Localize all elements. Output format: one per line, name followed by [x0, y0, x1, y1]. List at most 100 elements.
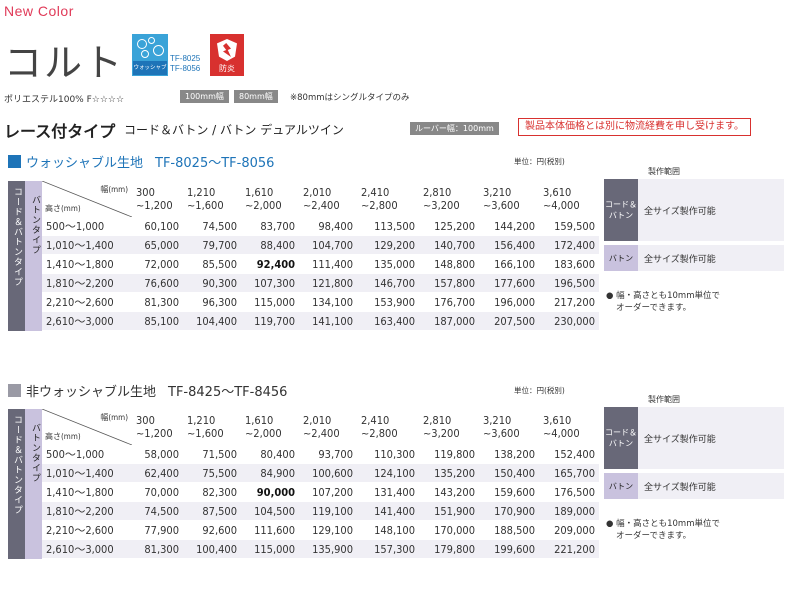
width-range-header: 2,810 ~3,200	[423, 414, 460, 440]
unit-label: 単位：円(税別)	[514, 157, 565, 166]
price-cell: 84,900	[241, 463, 299, 483]
price-cell: 111,600	[241, 520, 299, 540]
price-cell: 70,000	[132, 482, 183, 502]
height-range-label: 1,010～1,400	[42, 463, 132, 483]
price-cell: 159,500	[539, 217, 599, 236]
price-cell: 144,200	[479, 217, 539, 236]
washable-icon: ウォッシャブル	[132, 34, 168, 76]
table-row: 500～1,000 60,100 74,500 83,700 98,400 113,500…	[8, 217, 599, 236]
header-corner: 幅(mm) 高さ(mm)	[42, 181, 132, 217]
washable-badge-label: ウォッシャブル	[133, 61, 167, 75]
price-cell: 152,400	[539, 445, 599, 464]
price-cell: 74,500	[183, 217, 241, 236]
price-cell: 100,400	[183, 539, 241, 559]
price-cell: 187,000	[419, 311, 479, 331]
washable-codes: TF-8025 TF-8056	[170, 54, 200, 74]
price-cell: 71,500	[183, 445, 241, 464]
price-cell: 115,000	[241, 539, 299, 559]
price-cell: 172,400	[539, 235, 599, 255]
width-range-header: 3,210 ~3,600	[483, 186, 520, 212]
price-cell: 176,700	[419, 292, 479, 312]
section-code: TF-8025〜TF-8056	[155, 156, 275, 171]
product-name: コルト	[4, 41, 125, 85]
price-cell: 159,600	[479, 482, 539, 502]
price-cell: 74,500	[132, 501, 183, 521]
price-cell: 107,300	[241, 273, 299, 293]
price-cell: 104,500	[241, 501, 299, 521]
table-row: 1,410～1,800 72,000 85,500 92,400 111,400 135,…	[8, 254, 599, 274]
price-cell: 100,600	[299, 463, 357, 483]
range-label-cord-baton: コード＆バトン	[604, 179, 638, 241]
height-range-label: 1,410～1,800	[42, 482, 132, 502]
table-row: 1,810～2,200 76,600 90,300 107,300 121,800 146…	[8, 273, 599, 293]
price-cell: 157,800	[419, 273, 479, 293]
price-cell: 207,500	[479, 311, 539, 331]
price-table-nonwashable: コード＆バトンタイプ バトンタイプ 幅(mm) 高さ(mm) 300 ~1,200 1,…	[8, 409, 599, 559]
price-cell: 150,400	[479, 463, 539, 483]
side-label-baton: バトンタイプ	[30, 195, 40, 255]
price-cell: 134,100	[299, 292, 357, 312]
price-cell: 135,900	[299, 539, 357, 559]
footnote-line-1: ● 幅・高さとも10mm単位で	[606, 291, 720, 301]
wash-code-2: TF-8056	[170, 64, 201, 73]
section-code: TF-8425〜TF-8456	[168, 385, 288, 400]
price-cell: 156,400	[479, 235, 539, 255]
price-cell: 119,800	[419, 445, 479, 464]
width-range-header: 3,210 ~3,600	[483, 414, 520, 440]
table-row: 1,810～2,200 74,500 87,500 104,500 119,100 141…	[8, 501, 599, 521]
side-band-dark	[8, 181, 25, 331]
price-cell: 111,400	[299, 254, 357, 274]
price-cell: 135,200	[419, 463, 479, 483]
footnote-line-2: オーダーできます。	[616, 303, 692, 313]
price-cell: 230,000	[539, 311, 599, 331]
range-title: 製作範囲	[648, 167, 680, 176]
price-cell: 177,600	[479, 273, 539, 293]
type-subtitle: コード＆バトン / バトン デュアルツイン	[124, 123, 344, 137]
range-label-baton: バトン	[604, 245, 638, 271]
price-table-washable: コード＆バトンタイプ バトンタイプ 幅(mm) 高さ(mm) 300 ~1,200 1,…	[8, 181, 599, 331]
tag-80mm: 80mm幅	[234, 90, 278, 103]
fire-retardant-icon: 防炎	[210, 34, 244, 76]
side-band-dark	[8, 409, 25, 559]
height-range-label: 2,210～2,600	[42, 292, 132, 312]
price-cell: 90,300	[183, 273, 241, 293]
price-cell: 96,300	[183, 292, 241, 312]
price-cell: 170,900	[479, 501, 539, 521]
price-cell: 135,000	[357, 254, 419, 274]
width-range-header: 1,610 ~2,000	[245, 186, 282, 212]
price-cell: 217,200	[539, 292, 599, 312]
width-range-header: 1,210 ~1,600	[187, 186, 224, 212]
section-name: 非ウォッシャブル生地	[26, 385, 157, 400]
price-cell: 92,600	[183, 520, 241, 540]
height-range-label: 500～1,000	[42, 217, 132, 236]
width-header: 幅(mm)	[100, 413, 128, 422]
price-cell: 58,000	[132, 445, 183, 464]
range-label-baton: バトン	[604, 473, 638, 499]
table-row: 2,210～2,600 77,900 92,600 111,600 129,100 148…	[8, 520, 599, 540]
table-header-row: 幅(mm) 高さ(mm) 300 ~1,200 1,210 ~1,600 1,610 ~2,0…	[8, 409, 599, 559]
price-cell: 87,500	[183, 501, 241, 521]
price-cell: 124,100	[357, 463, 419, 483]
wash-code-1: TF-8025	[170, 54, 201, 63]
price-cell: 129,200	[357, 235, 419, 255]
side-band-light	[25, 181, 42, 331]
width-range-header: 3,610 ~4,000	[543, 186, 580, 212]
price-cell: 189,000	[539, 501, 599, 521]
price-cell: 151,900	[419, 501, 479, 521]
tag-100mm: 100mm幅	[180, 90, 229, 103]
footnote-line-1: ● 幅・高さとも10mm単位で	[606, 519, 720, 529]
price-cell: 104,700	[299, 235, 357, 255]
price-cell: 146,700	[357, 273, 419, 293]
table-row: 1,410～1,800 70,000 82,300 90,000 107,200 131,…	[8, 482, 599, 502]
price-cell: 92,400	[241, 254, 299, 274]
price-cell: 157,300	[357, 539, 419, 559]
price-cell: 179,800	[419, 539, 479, 559]
price-cell: 72,000	[132, 254, 183, 274]
price-cell: 170,000	[419, 520, 479, 540]
range-footnote: ● 幅・高さとも10mm単位で オーダーできます。	[606, 518, 720, 542]
price-cell: 82,300	[183, 482, 241, 502]
width-header: 幅(mm)	[100, 185, 128, 194]
height-range-label: 1,810～2,200	[42, 273, 132, 293]
price-cell: 163,400	[357, 311, 419, 331]
price-cell: 80,400	[241, 445, 299, 464]
